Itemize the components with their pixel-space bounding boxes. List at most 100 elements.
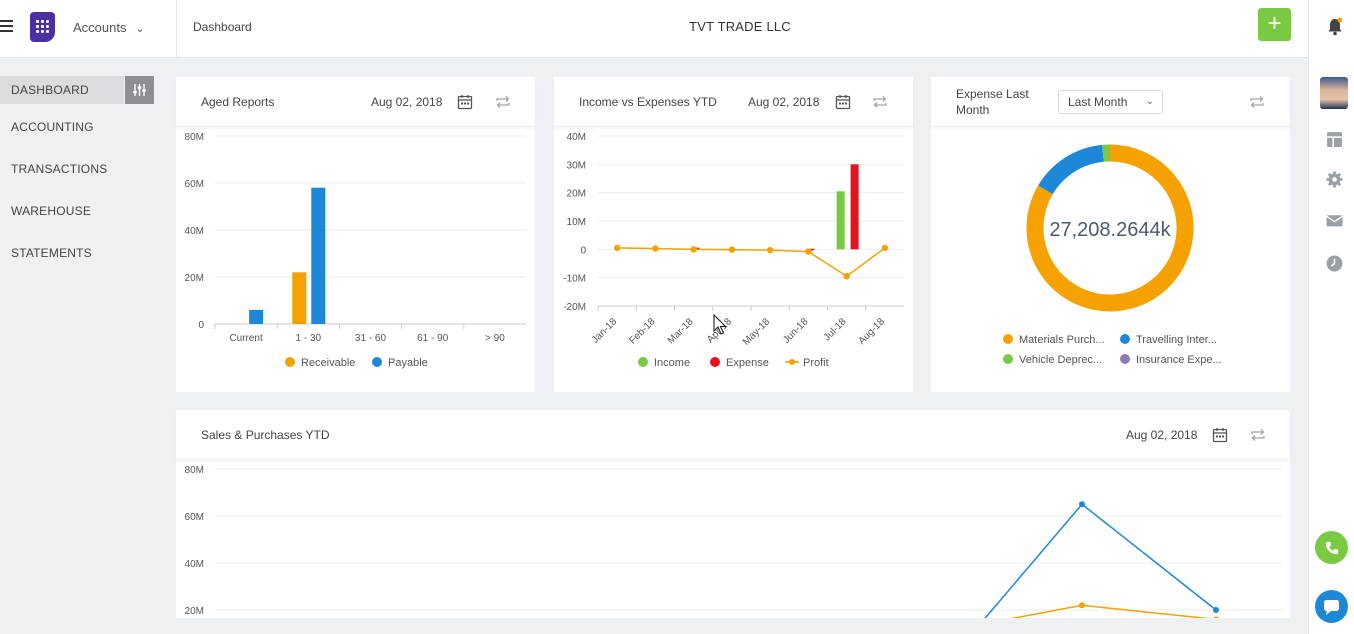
refresh-icon[interactable] xyxy=(872,94,888,110)
series-point xyxy=(1213,607,1219,613)
y-tick-label: 40M xyxy=(567,132,586,143)
legend-dot xyxy=(1120,354,1130,364)
legend-item[interactable]: Income xyxy=(638,357,690,369)
card-header: Expense Last Month Last Month ⌄ xyxy=(931,77,1290,127)
profit-point xyxy=(766,246,774,254)
add-button[interactable]: + xyxy=(1258,8,1291,41)
clock-icon[interactable] xyxy=(1326,255,1343,272)
chat-icon[interactable] xyxy=(1315,590,1348,623)
legend-label: Vehicle Deprec... xyxy=(1019,354,1103,366)
bar xyxy=(836,191,845,250)
legend-label: Income xyxy=(654,357,691,369)
legend-item[interactable]: Expense xyxy=(710,357,769,369)
mail-icon[interactable] xyxy=(1326,212,1343,229)
sidebar-item-warehouse[interactable]: WAREHOUSE xyxy=(11,204,92,218)
legend-item[interactable]: Materials Purch... xyxy=(1003,334,1105,346)
date-label[interactable]: Aug 02, 2018 xyxy=(1126,428,1198,442)
x-tick-label: Aug-18 xyxy=(856,316,887,347)
legend-item[interactable]: Travelling Inter... xyxy=(1120,334,1217,346)
legend-dot xyxy=(1003,354,1013,364)
y-tick-label: -10M xyxy=(563,274,586,285)
legend-label: Payable xyxy=(388,357,428,369)
series-point xyxy=(1079,602,1085,609)
company-name: TVT TRADE LLC xyxy=(689,19,791,34)
profit-point xyxy=(613,244,621,252)
y-tick-label: 40M xyxy=(185,226,204,237)
bell-icon[interactable] xyxy=(1327,17,1343,37)
legend-dot xyxy=(372,357,382,367)
donut-slice xyxy=(1026,144,1194,312)
app-logo[interactable] xyxy=(30,12,55,42)
aged-reports-card: Aged Reports Aug 02, 2018 0 20M 40M 60M 80M C… xyxy=(176,77,535,392)
mouse-cursor-icon xyxy=(713,314,727,335)
y-tick-label: -20M xyxy=(563,302,586,313)
module-switcher[interactable]: Accounts ⌄ xyxy=(73,20,145,35)
profit-point xyxy=(881,244,889,252)
card-title-line: Expense Last xyxy=(956,87,1029,101)
legend-label: Travelling Inter... xyxy=(1136,334,1217,346)
x-tick-label: May-18 xyxy=(741,316,773,348)
card-title: Sales & Purchases YTD xyxy=(201,428,330,442)
card-header: Aged Reports Aug 02, 2018 xyxy=(176,77,535,127)
chevron-down-icon: ⌄ xyxy=(1145,96,1154,107)
x-tick-label: Jul-18 xyxy=(822,316,849,343)
breadcrumb[interactable]: Dashboard xyxy=(193,20,252,34)
top-bar: Accounts ⌄ Dashboard TVT TRADE LLC + xyxy=(0,0,1308,58)
refresh-icon[interactable] xyxy=(1249,94,1265,110)
period-select[interactable]: Last Month ⌄ xyxy=(1058,90,1163,114)
calendar-icon[interactable] xyxy=(457,94,473,110)
select-value: Last Month xyxy=(1068,95,1128,109)
series-point xyxy=(1213,616,1219,618)
x-tick-label: Jan-18 xyxy=(590,316,620,346)
phone-icon[interactable] xyxy=(1315,531,1348,564)
sidebar-item-dashboard[interactable]: DASHBOARD xyxy=(0,76,124,104)
legend-item[interactable]: Receivable xyxy=(285,357,355,369)
legend-label: Profit xyxy=(803,357,829,369)
legend-dot xyxy=(1120,334,1130,344)
legend-item[interactable]: Profit xyxy=(785,357,829,369)
layout-icon[interactable] xyxy=(1326,131,1343,148)
profit-point xyxy=(728,246,736,253)
filter-settings-button[interactable] xyxy=(125,76,154,104)
y-tick-label: 20M xyxy=(185,273,204,284)
refresh-icon[interactable] xyxy=(1250,427,1266,443)
avatar[interactable] xyxy=(1320,77,1348,109)
card-title: Aged Reports xyxy=(201,95,275,109)
sidebar-item-accounting[interactable]: ACCOUNTING xyxy=(11,120,94,134)
x-tick-label: Jun-18 xyxy=(781,316,811,346)
module-label: Accounts xyxy=(73,20,127,35)
calendar-icon[interactable] xyxy=(835,94,851,110)
sidebar-item-statements[interactable]: STATEMENTS xyxy=(11,246,92,260)
legend-item[interactable]: Vehicle Deprec... xyxy=(1003,354,1102,366)
series-point xyxy=(1079,501,1085,508)
card-title-line: Month xyxy=(956,103,990,117)
sidebar-item-transactions[interactable]: TRANSACTIONS xyxy=(11,162,108,176)
profit-line xyxy=(617,247,886,278)
legend-item[interactable]: Insurance Expe... xyxy=(1120,354,1222,366)
sales-line-chart: 20M 40M 60M 80M xyxy=(185,465,1282,618)
menu-icon[interactable] xyxy=(0,20,13,34)
date-label[interactable]: Aug 02, 2018 xyxy=(748,95,820,109)
x-tick-label: > 90 xyxy=(485,333,505,344)
x-tick-label: Current xyxy=(229,333,263,344)
y-tick-label: 80M xyxy=(185,132,204,143)
legend-label: Materials Purch... xyxy=(1019,334,1105,346)
legend-item[interactable]: Payable xyxy=(372,357,428,369)
donut-slice xyxy=(1038,144,1105,195)
bar xyxy=(311,187,326,324)
calendar-icon[interactable] xyxy=(1212,427,1228,443)
card-header: Income vs Expenses YTD Aug 02, 2018 xyxy=(554,77,913,127)
y-tick-label: 60M xyxy=(185,179,204,190)
y-tick-label: 20M xyxy=(567,189,586,200)
aged-bar-chart: 0 20M 40M 60M 80M Current 1 - 30 31 - 60 61 - 90… xyxy=(185,132,526,344)
refresh-icon[interactable] xyxy=(495,94,511,110)
gear-icon[interactable] xyxy=(1326,171,1343,188)
divider xyxy=(176,0,177,58)
profit-point xyxy=(652,245,659,252)
x-tick-label: 1 - 30 xyxy=(296,333,322,344)
date-label[interactable]: Aug 02, 2018 xyxy=(371,95,443,109)
y-tick-label: 0 xyxy=(580,245,586,256)
legend-label: Receivable xyxy=(301,357,356,369)
series-line xyxy=(984,503,1217,618)
x-tick-label: Feb-18 xyxy=(627,316,657,346)
